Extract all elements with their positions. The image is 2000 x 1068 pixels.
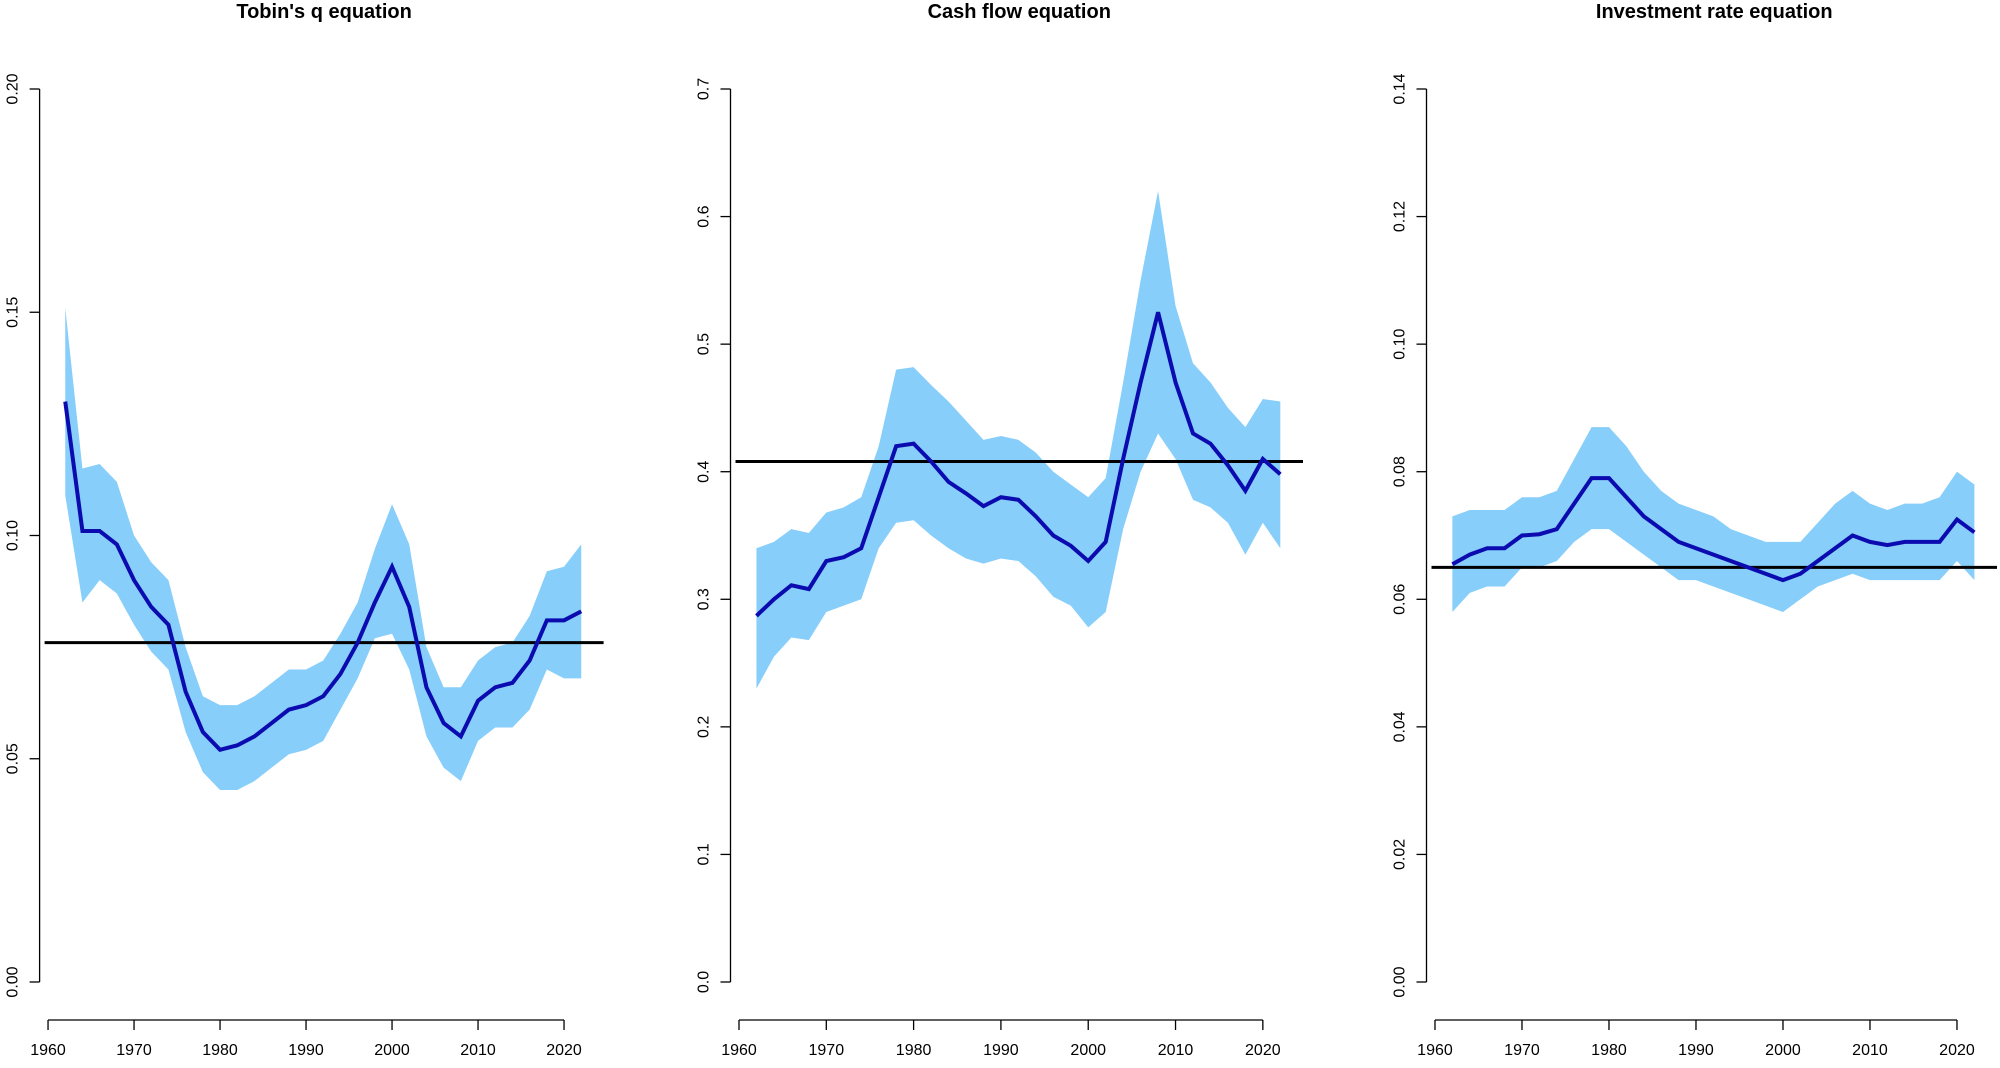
y-tick-label: 0.00 xyxy=(5,966,22,997)
x-tick-label: 2010 xyxy=(1158,1042,1194,1059)
y-tick-label: 0.12 xyxy=(1392,201,1409,232)
chart-title: Cash flow equation xyxy=(928,1,1111,23)
y-tick-label: 0.6 xyxy=(696,205,713,227)
confidence-band xyxy=(756,191,1281,689)
x-tick-label: 1960 xyxy=(30,1042,66,1059)
x-tick-label: 1970 xyxy=(809,1042,845,1059)
x-tick-label: 2010 xyxy=(460,1042,496,1059)
x-tick-label: 1980 xyxy=(896,1042,932,1059)
x-tick-label: 1990 xyxy=(983,1042,1019,1059)
x-tick-label: 1960 xyxy=(721,1042,757,1059)
y-tick-label: 0.20 xyxy=(5,73,22,104)
estimate-line xyxy=(1451,476,1976,583)
estimate-line xyxy=(63,401,583,753)
y-tick-label: 0.02 xyxy=(1392,839,1409,870)
y-tick-label: 0.05 xyxy=(5,743,22,774)
y-tick-label: 0.14 xyxy=(1392,73,1409,104)
x-tick-label: 1970 xyxy=(116,1042,152,1059)
x-tick-label: 1990 xyxy=(288,1042,324,1059)
x-tick-label: 2000 xyxy=(374,1042,410,1059)
estimate-line xyxy=(755,311,1282,618)
y-tick-label: 0.2 xyxy=(696,716,713,738)
y-tick-label: 0.3 xyxy=(696,588,713,610)
y-tick-label: 0.1 xyxy=(696,843,713,865)
x-tick-label: 2010 xyxy=(1852,1042,1888,1059)
x-tick-label: 2020 xyxy=(1245,1042,1281,1059)
x-tick-label: 1990 xyxy=(1678,1042,1714,1059)
x-tick-label: 1960 xyxy=(1417,1042,1453,1059)
y-tick-label: 0.4 xyxy=(696,460,713,482)
confidence-band xyxy=(1452,427,1975,613)
y-tick-label: 0.15 xyxy=(5,297,22,328)
y-tick-label: 0.5 xyxy=(696,333,713,355)
y-tick-label: 0.10 xyxy=(5,520,22,551)
x-tick-label: 2020 xyxy=(546,1042,582,1059)
x-tick-label: 1980 xyxy=(1591,1042,1627,1059)
chart-title: Tobin's q equation xyxy=(236,1,411,23)
y-tick-label: 0.04 xyxy=(1392,711,1409,742)
y-tick-label: 0.0 xyxy=(696,971,713,993)
y-tick-label: 0.08 xyxy=(1392,456,1409,487)
x-tick-label: 1970 xyxy=(1504,1042,1540,1059)
y-tick-label: 0.00 xyxy=(1392,966,1409,997)
chart-title: Investment rate equation xyxy=(1596,1,1833,23)
confidence-band xyxy=(65,307,582,791)
x-tick-label: 2000 xyxy=(1765,1042,1801,1059)
y-tick-label: 0.7 xyxy=(696,78,713,100)
x-tick-label: 1980 xyxy=(202,1042,238,1059)
y-tick-label: 0.06 xyxy=(1392,584,1409,615)
x-tick-label: 2000 xyxy=(1070,1042,1106,1059)
x-tick-label: 2020 xyxy=(1939,1042,1975,1059)
y-tick-label: 0.10 xyxy=(1392,328,1409,359)
